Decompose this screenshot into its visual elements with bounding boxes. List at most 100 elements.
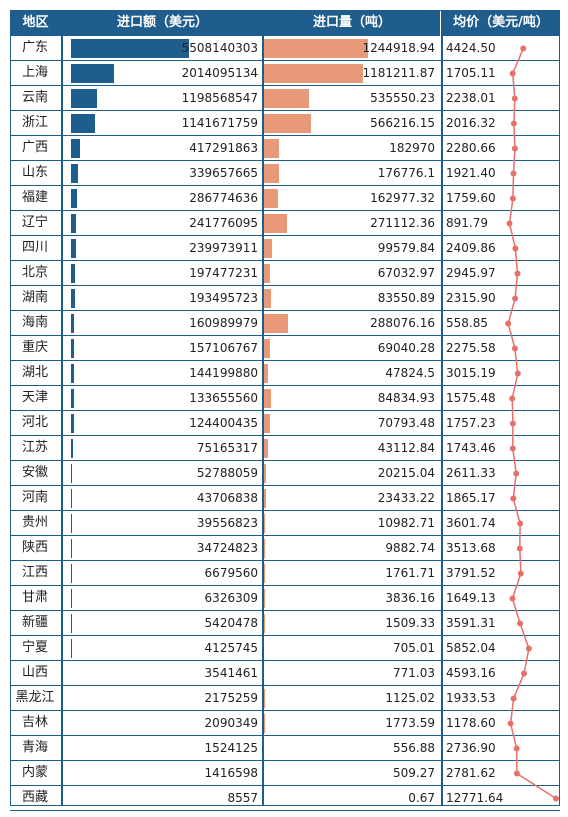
import-qty-bar: [264, 189, 278, 208]
table-row: 福建 286774636 162977.32 1759.60: [10, 186, 560, 211]
import-value-label: 160989979: [189, 316, 258, 330]
table-row: 安徽 52788059 20215.04 2611.33: [10, 461, 560, 486]
import-value-bar: [71, 264, 76, 283]
region-label: 内蒙: [21, 765, 48, 780]
import-value-label: 2175259: [204, 691, 258, 705]
import-value-bar: [71, 114, 96, 133]
import-qty-bar: [264, 164, 279, 183]
table-row: 辽宁 241776095 271112.36 891.79: [10, 211, 560, 236]
import-qty-label: 162977.32: [370, 191, 435, 205]
region-label: 云南: [21, 90, 48, 105]
price-point: [512, 245, 519, 252]
region-label: 贵州: [21, 515, 48, 530]
import-value-label: 2014095134: [181, 66, 258, 80]
import-qty-label: 771.03: [393, 666, 435, 680]
import-qty-label: 509.27: [393, 766, 435, 780]
region-label: 湖北: [21, 365, 48, 380]
avg-price-label: 3591.31: [446, 616, 496, 630]
import-value-label: 1416598: [204, 766, 258, 780]
avg-price-label: 4593.16: [446, 666, 496, 680]
import-value-label: 239973911: [189, 241, 258, 255]
import-value-label: 1198568547: [181, 91, 258, 105]
import-qty-bar: [264, 364, 268, 383]
price-point: [553, 795, 559, 802]
avg-price-label: 3513.68: [446, 541, 496, 555]
import-value-label: 1524125: [204, 741, 258, 755]
import-value-label: 2090349: [204, 716, 258, 730]
column-divider: [61, 10, 63, 806]
import-value-label: 157106767: [189, 341, 258, 355]
avg-price-label: 4424.50: [446, 41, 496, 55]
avg-price-label: 5852.04: [446, 641, 496, 655]
price-point: [513, 470, 520, 477]
region-label: 新疆: [21, 615, 48, 630]
price-point: [516, 545, 523, 552]
avg-price-label: 1757.23: [446, 416, 496, 430]
import-qty-label: 83550.89: [377, 291, 435, 305]
price-point: [509, 445, 516, 452]
table-row: 贵州 39556823 10982.71 3601.74: [10, 511, 560, 536]
import-value-label: 34724823: [196, 541, 258, 555]
region-label: 安徽: [21, 465, 48, 480]
import-qty-bar: [264, 389, 272, 408]
region-label: 黑龙江: [15, 690, 55, 705]
table-row: 青海 1524125 556.88 2736.90: [10, 736, 560, 761]
price-point: [509, 595, 516, 602]
import-qty-label: 556.88: [393, 741, 435, 755]
import-qty-bar: [264, 264, 270, 283]
price-point: [510, 120, 517, 127]
import-qty-label: 535550.23: [370, 91, 435, 105]
import-value-bar: [71, 539, 72, 558]
import-value-label: 133655560: [189, 391, 258, 405]
import-qty-label: 47824.5: [385, 366, 435, 380]
import-qty-label: 3836.16: [385, 591, 435, 605]
import-qty-label: 176776.1: [377, 166, 435, 180]
import-value-bar: [71, 64, 115, 83]
import-value-label: 5420478: [204, 616, 258, 630]
avg-price-label: 3791.52: [446, 566, 496, 580]
import-qty-label: 1773.59: [385, 716, 435, 730]
avg-price-label: 1575.48: [446, 391, 496, 405]
region-label: 四川: [21, 240, 48, 255]
import-value-bar: [71, 189, 78, 208]
table-row: 广西 417291863 182970 2280.66: [10, 136, 560, 161]
region-label: 吉林: [21, 715, 48, 730]
region-label: 河南: [21, 490, 48, 505]
table-row: 天津 133655560 84834.93 1575.48: [10, 386, 560, 411]
import-qty-bar: [264, 539, 265, 558]
import-value-bar: [71, 89, 97, 108]
column-divider: [441, 10, 443, 806]
import-value-bar: [71, 439, 73, 458]
table-row: 陕西 34724823 9882.74 3513.68: [10, 536, 560, 561]
import-table: 地区 进口额（美元） 进口量（吨） 均价（美元/吨） 广东 5508140303 1…: [10, 10, 560, 811]
table-row: 上海 2014095134 1181211.87 1705.11: [10, 61, 560, 86]
avg-price-label: 2781.62: [446, 766, 496, 780]
price-point: [510, 170, 517, 177]
import-value-label: 193495723: [189, 291, 258, 305]
import-qty-bar: [264, 114, 312, 133]
table-row: 浙江 1141671759 566216.15 2016.32: [10, 111, 560, 136]
import-value-bar: [71, 389, 74, 408]
import-value-label: 4125745: [204, 641, 258, 655]
import-value-bar: [71, 514, 72, 533]
avg-price-label: 891.79: [446, 216, 488, 230]
table-row: 黑龙江 2175259 1125.02 1933.53: [10, 686, 560, 711]
table-row: 河南 43706838 23433.22 1865.17: [10, 486, 560, 511]
import-value-label: 241776095: [189, 216, 258, 230]
region-label: 江西: [21, 565, 48, 580]
price-point: [507, 720, 514, 727]
header-import-value: 进口额（美元）: [63, 10, 262, 36]
import-value-bar: [71, 139, 80, 158]
avg-price-label: 2945.97: [446, 266, 496, 280]
import-value-label: 417291863: [189, 141, 258, 155]
import-qty-bar: [264, 414, 270, 433]
import-value-label: 75165317: [196, 441, 258, 455]
import-value-label: 339657665: [189, 166, 258, 180]
import-value-bar: [71, 464, 73, 483]
import-qty-bar: [264, 64, 363, 83]
price-point: [509, 70, 516, 77]
import-qty-bar: [264, 139, 280, 158]
avg-price-label: 2409.86: [446, 241, 496, 255]
price-point: [511, 145, 518, 152]
table-row: 云南 1198568547 535550.23 2238.01: [10, 86, 560, 111]
